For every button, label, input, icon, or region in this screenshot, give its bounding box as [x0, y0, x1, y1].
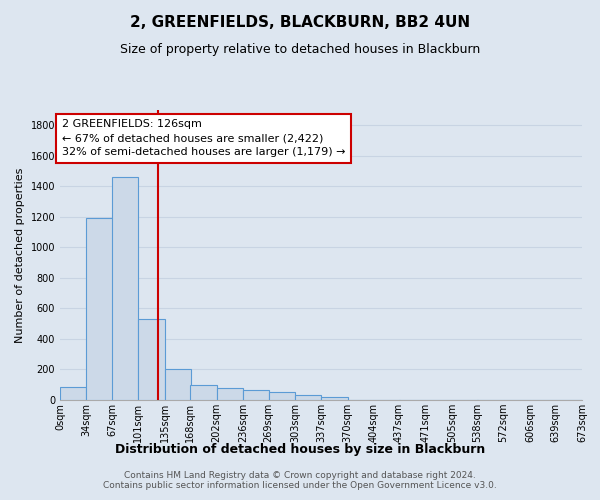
Bar [295, 396, 322, 400]
Bar [139, 319, 165, 400]
Text: Contains HM Land Registry data © Crown copyright and database right 2024.
Contai: Contains HM Land Registry data © Crown c… [103, 470, 497, 490]
Text: 2 GREENFIELDS: 126sqm
← 67% of detached houses are smaller (2,422)
32% of semi-d: 2 GREENFIELDS: 126sqm ← 67% of detached … [62, 119, 345, 157]
Bar [269, 392, 295, 400]
Bar [243, 390, 269, 400]
Y-axis label: Number of detached properties: Number of detached properties [15, 168, 25, 342]
Text: Size of property relative to detached houses in Blackburn: Size of property relative to detached ho… [120, 42, 480, 56]
Bar [60, 387, 86, 400]
Bar [190, 384, 217, 400]
Bar [165, 370, 191, 400]
Text: Distribution of detached houses by size in Blackburn: Distribution of detached houses by size … [115, 442, 485, 456]
Bar [86, 218, 113, 400]
Bar [322, 397, 348, 400]
Bar [112, 177, 139, 400]
Bar [217, 388, 243, 400]
Text: 2, GREENFIELDS, BLACKBURN, BB2 4UN: 2, GREENFIELDS, BLACKBURN, BB2 4UN [130, 15, 470, 30]
